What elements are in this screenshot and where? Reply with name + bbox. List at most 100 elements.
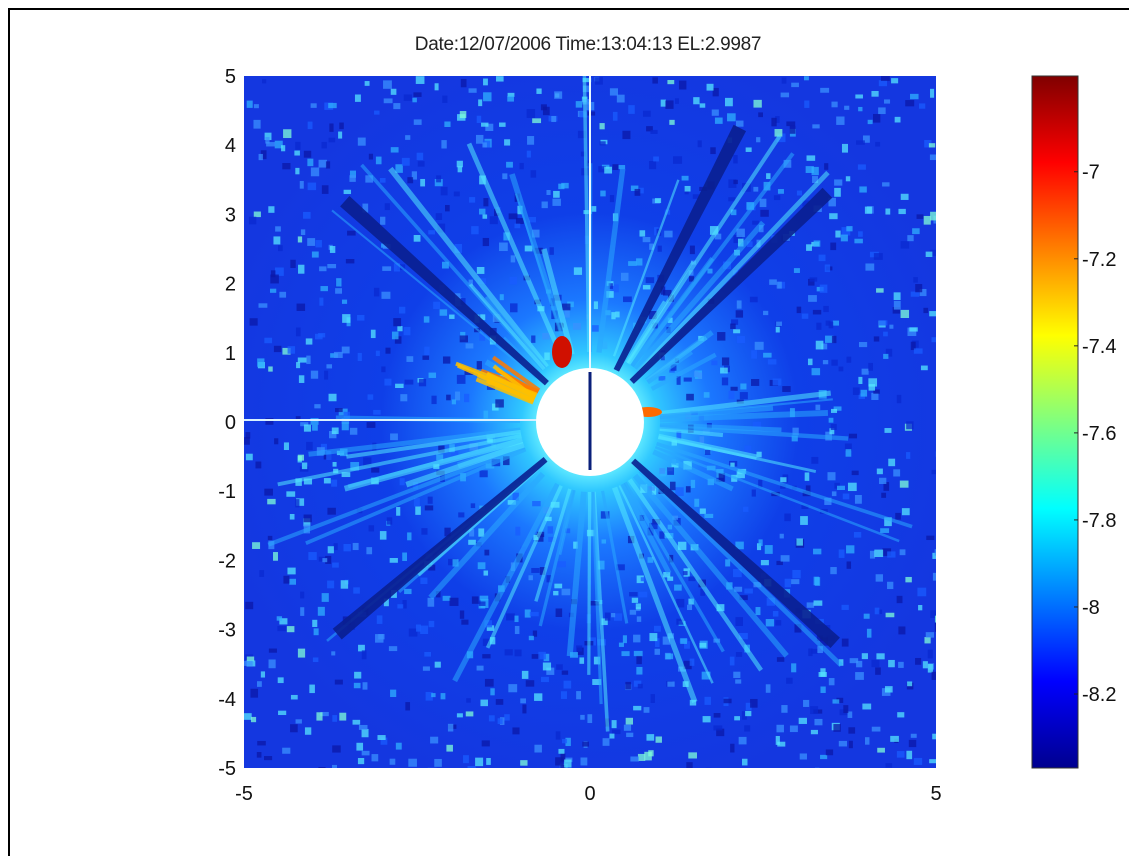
speckle-cell: [265, 137, 270, 144]
speckle-cell: [572, 323, 582, 330]
speckle-cell: [838, 366, 844, 372]
speckle-cell: [248, 216, 257, 225]
speckle-cell: [307, 158, 314, 167]
speckle-cell: [255, 461, 262, 469]
speckle-cell: [735, 652, 743, 657]
speckle-cell: [637, 683, 643, 689]
heatmap-area: [244, 76, 936, 768]
speckle-cell: [394, 336, 402, 344]
speckle-cell: [866, 628, 872, 638]
speckle-cell: [483, 78, 488, 86]
speckle-cell: [440, 186, 448, 196]
speckle-cell: [684, 185, 691, 192]
speckle-cell: [352, 719, 361, 725]
speckle-cell: [832, 320, 840, 326]
speckle-cell: [825, 625, 831, 630]
speckle-cell: [777, 741, 786, 747]
speckle-cell: [804, 472, 810, 481]
speckle-cell: [327, 507, 336, 515]
speckle-cell: [844, 443, 852, 451]
speckle-cell: [408, 758, 417, 767]
speckle-cell: [667, 576, 674, 581]
speckle-cell: [775, 325, 780, 333]
bright-streamer: [475, 377, 534, 405]
speckle-cell: [733, 155, 738, 164]
speckle-cell: [324, 370, 329, 380]
speckle-cell: [723, 698, 732, 704]
speckle-cell: [802, 200, 810, 207]
streamer-streak: [654, 445, 900, 543]
speckle-cell: [688, 598, 694, 605]
speckle-cell: [707, 268, 713, 274]
speckle-cell: [602, 341, 608, 350]
speckle-cell: [561, 182, 569, 189]
streamer-streak: [636, 170, 830, 374]
speckle-cell: [379, 177, 386, 183]
speckle-cell: [326, 364, 333, 369]
speckle-cell: [616, 564, 625, 571]
speckle-cell: [295, 141, 301, 150]
speckle-cell: [678, 80, 687, 90]
speckle-cell: [357, 314, 365, 321]
speckle-cell: [918, 605, 923, 611]
speckle-cell: [260, 671, 266, 678]
speckle-cell: [738, 736, 747, 745]
speckle-cell: [250, 716, 257, 723]
speckle-cell: [258, 153, 263, 161]
speckle-cell: [386, 517, 393, 525]
speckle-cell: [297, 454, 305, 461]
speckle-cell: [303, 478, 313, 485]
speckle-cell: [442, 95, 448, 103]
speckle-cell: [856, 140, 865, 145]
speckle-cell: [731, 319, 739, 325]
speckle-cell: [560, 691, 567, 699]
speckle-cell: [390, 689, 397, 698]
speckle-cell: [495, 699, 504, 705]
speckle-cell: [522, 704, 527, 714]
y-axis: -5 -4 -3 -2 -1 0 1 2 3 4 5: [218, 66, 236, 780]
figure-frame: [8, 8, 1129, 856]
speckle-cell: [534, 693, 543, 701]
dark-ray: [332, 456, 548, 640]
speckle-cell: [519, 162, 524, 170]
speckle-cell: [436, 175, 442, 183]
speckle-cell: [310, 370, 319, 379]
speckle-cell: [541, 201, 548, 209]
speckle-cell: [269, 288, 277, 293]
speckle-cell: [445, 204, 450, 212]
speckle-cell: [326, 450, 332, 460]
speckle-cell: [735, 679, 742, 684]
speckle-cell: [476, 115, 482, 123]
speckle-cell: [260, 150, 267, 160]
speckle-cell: [520, 698, 526, 704]
speckle-cell: [483, 92, 492, 102]
speckle-cell: [704, 449, 711, 455]
speckle-cell: [296, 362, 301, 369]
speckle-cell: [780, 555, 790, 562]
speckle-cell: [649, 522, 658, 530]
speckle-cell: [736, 300, 742, 309]
speckle-cell: [609, 733, 615, 739]
speckle-cell: [573, 541, 578, 549]
speckle-cell: [697, 140, 702, 148]
speckle-cell: [502, 173, 508, 180]
speckle-cell: [746, 241, 753, 248]
speckle-cell: [564, 308, 570, 318]
speckle-cell: [427, 767, 437, 768]
speckle-cell: [821, 343, 828, 350]
speckle-cell: [855, 672, 864, 680]
speckle-cell: [382, 266, 392, 271]
speckle-cell: [871, 659, 880, 668]
speckle-cell: [716, 728, 725, 737]
speckle-cell: [593, 656, 601, 665]
speckle-cell: [720, 367, 728, 374]
speckle-cell: [815, 404, 821, 411]
speckle-cell: [915, 657, 922, 665]
speckle-cell: [556, 561, 566, 568]
speckle-cell: [517, 205, 523, 215]
speckle-cell: [312, 424, 318, 431]
speckle-cell: [249, 318, 258, 326]
speckle-cell: [822, 360, 829, 365]
speckle-cell: [483, 410, 489, 420]
speckle-cell: [553, 190, 560, 198]
